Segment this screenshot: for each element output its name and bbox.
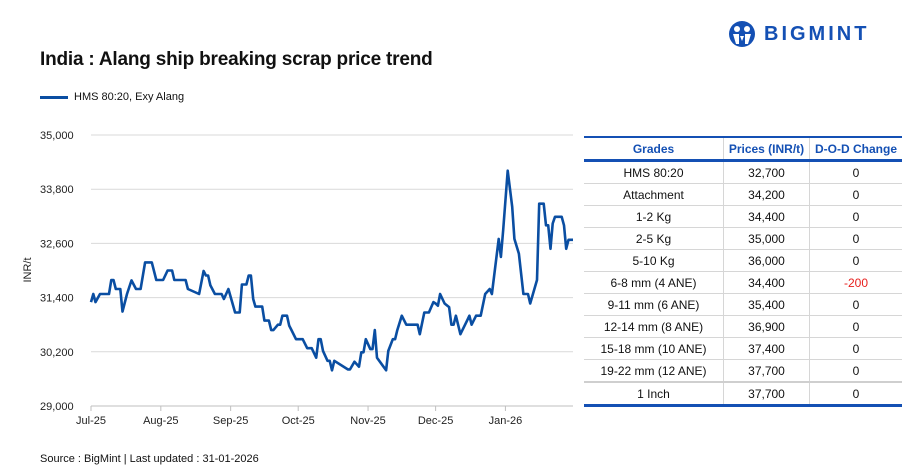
cell-grade: HMS 80:20 — [584, 160, 724, 184]
x-tick-label: Jul-25 — [76, 415, 106, 427]
cell-dod-change: -200 — [809, 271, 902, 294]
cell-dod-change: 0 — [809, 205, 902, 228]
cell-price: 36,900 — [723, 315, 810, 338]
cell-price: 37,700 — [723, 381, 810, 407]
cell-price: 34,400 — [723, 205, 810, 228]
header-grades: Grades — [584, 136, 724, 162]
bigmint-logo: BIGMINT — [728, 20, 869, 48]
cell-dod-change: 0 — [809, 249, 902, 272]
table-row: 1-2 Kg 34,400 0 — [584, 205, 902, 228]
y-tick-label: 30,200 — [40, 347, 74, 359]
cell-dod-change: 0 — [809, 160, 902, 184]
chart-title: India : Alang ship breaking scrap price … — [40, 49, 433, 70]
cell-dod-change: 0 — [809, 183, 902, 206]
cell-grade: 5-10 Kg — [584, 249, 724, 272]
cell-price: 34,200 — [723, 183, 810, 206]
cell-dod-change: 0 — [809, 315, 902, 338]
table-row: 15-18 mm (10 ANE) 37,400 0 — [584, 337, 902, 360]
cell-price: 32,700 — [723, 160, 810, 184]
x-tick-label: Nov-25 — [350, 415, 385, 427]
x-tick-label: Oct-25 — [282, 415, 315, 427]
cell-dod-change: 0 — [809, 227, 902, 250]
y-tick-label: 29,000 — [40, 401, 74, 413]
cell-price: 35,000 — [723, 227, 810, 250]
cell-grade: 12-14 mm (8 ANE) — [584, 315, 724, 338]
table-row: HMS 80:20 32,700 0 — [584, 160, 902, 184]
cell-dod-change: 0 — [809, 359, 902, 383]
cell-dod-change: 0 — [809, 381, 902, 407]
cell-grade: 2-5 Kg — [584, 227, 724, 250]
table-row: 12-14 mm (8 ANE) 36,900 0 — [584, 315, 902, 338]
table-row: 6-8 mm (4 ANE) 34,400 -200 — [584, 271, 902, 294]
source-note: Source : BigMint | Last updated : 31-01-… — [40, 453, 259, 465]
header-prices: Prices (INR/t) — [723, 136, 810, 162]
table-row: 1 Inch 37,700 0 — [584, 381, 902, 407]
cell-grade: 6-8 mm (4 ANE) — [584, 271, 724, 294]
table-row: 2-5 Kg 35,000 0 — [584, 227, 902, 250]
cell-grade: 1 Inch — [584, 381, 724, 407]
cell-dod-change: 0 — [809, 337, 902, 360]
table-row: Attachment 34,200 0 — [584, 183, 902, 206]
logo-text: BIGMINT — [764, 22, 870, 45]
x-tick-label: Dec-25 — [418, 415, 453, 427]
cell-price: 34,400 — [723, 271, 810, 294]
header-dod-change: D-O-D Change — [809, 136, 902, 162]
y-tick-label: 31,400 — [40, 293, 74, 305]
cell-price: 37,700 — [723, 359, 810, 383]
table-row: 5-10 Kg 36,000 0 — [584, 249, 902, 272]
price-table: Grades Prices (INR/t) D-O-D Change HMS 8… — [584, 136, 902, 407]
legend-label: HMS 80:20, Exy Alang — [74, 91, 185, 103]
x-tick-label: Jan-26 — [489, 415, 523, 427]
bigmint-logo-icon — [729, 21, 755, 47]
y-axis-label: INR/t — [22, 257, 34, 282]
series-line-hms-80-20 — [89, 169, 573, 372]
x-tick-label: Sep-25 — [213, 415, 248, 427]
cell-grade: Attachment — [584, 183, 724, 206]
cell-grade: 9-11 mm (6 ANE) — [584, 293, 724, 316]
cell-grade: 15-18 mm (10 ANE) — [584, 337, 724, 360]
table-row: 19-22 mm (12 ANE) 37,700 0 — [584, 359, 902, 383]
table-row: 9-11 mm (6 ANE) 35,400 0 — [584, 293, 902, 316]
y-tick-label: 32,600 — [40, 238, 74, 250]
cell-grade: 1-2 Kg — [584, 205, 724, 228]
cell-price: 35,400 — [723, 293, 810, 316]
cell-dod-change: 0 — [809, 293, 902, 316]
x-tick-label: Aug-25 — [143, 415, 178, 427]
cell-price: 37,400 — [723, 337, 810, 360]
y-tick-label: 35,000 — [40, 130, 74, 142]
cell-grade: 19-22 mm (12 ANE) — [584, 359, 724, 383]
legend: HMS 80:20, Exy Alang — [40, 91, 184, 103]
table-header-row: Grades Prices (INR/t) D-O-D Change — [584, 136, 902, 162]
legend-swatch — [40, 95, 68, 99]
y-tick-label: 33,800 — [40, 184, 74, 196]
cell-price: 36,000 — [723, 249, 810, 272]
